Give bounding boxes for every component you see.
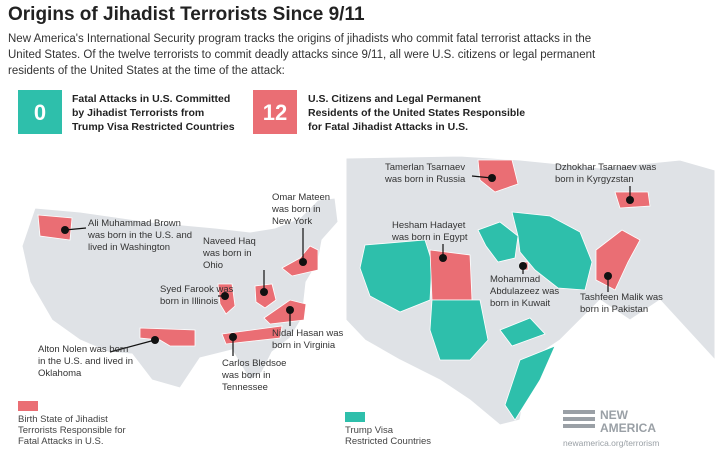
pin xyxy=(260,288,268,296)
logo-bar xyxy=(563,410,595,414)
annotation: Ali Muhammad Brown xyxy=(88,218,181,229)
annotation: Tennessee xyxy=(222,382,268,393)
legend-label: Fatal Attacks in U.S. xyxy=(18,436,104,447)
annotation: born in Illinois xyxy=(160,296,218,307)
annotation: Naveed Haq xyxy=(203,236,256,247)
annotation: Ohio xyxy=(203,260,223,271)
legend-label: Trump Visa xyxy=(345,425,394,436)
title: Origins of Jihadist Terrorists Since 9/1… xyxy=(8,4,365,25)
stat-label: Fatal Attacks in U.S. Committed xyxy=(72,93,230,105)
annotation: Nidal Hasan was xyxy=(272,328,344,339)
stat-number: 0 xyxy=(34,100,46,125)
stat-label: for Fatal Jihadist Attacks in U.S. xyxy=(308,121,468,133)
annotation: born in Pakistan xyxy=(580,304,648,315)
stat-label: Residents of the United States Responsib… xyxy=(308,107,525,119)
annotation: was born in the U.S. and xyxy=(87,230,192,241)
annotation: Tamerlan Tsarnaev xyxy=(385,162,465,173)
url: newamerica.org/terrorism xyxy=(563,438,659,448)
logo-bar xyxy=(563,424,595,428)
legend-swatch xyxy=(18,401,38,411)
pin xyxy=(151,336,159,344)
legend-swatch xyxy=(345,412,365,422)
world-map xyxy=(345,155,716,426)
stat-label: Trump Visa Restricted Countries xyxy=(72,121,235,133)
annotation: Tashfeen Malik was xyxy=(580,292,663,303)
logo-text: NEW xyxy=(600,408,629,422)
stat-box xyxy=(18,90,62,134)
stat-label: by Jihadist Terrorists from xyxy=(72,107,204,119)
legend-label: Restricted Countries xyxy=(345,436,431,447)
intro: New America's International Security pro… xyxy=(8,33,591,45)
annotation: Alton Nolen was born xyxy=(38,344,128,355)
pin xyxy=(61,226,69,234)
pin xyxy=(286,306,294,314)
annotation: born in Kuwait xyxy=(490,298,551,309)
stat-box xyxy=(253,90,297,134)
annotation: Omar Mateen xyxy=(272,192,330,203)
intro: residents of the United States at the ti… xyxy=(8,65,285,77)
annotation: born in Virginia xyxy=(272,340,336,351)
pin xyxy=(221,292,229,300)
legend-label: Birth State of Jihadist xyxy=(18,414,108,425)
annotation: New York xyxy=(272,216,312,227)
pin xyxy=(626,196,634,204)
annotation: lived in Washington xyxy=(88,242,170,253)
pin xyxy=(519,262,527,270)
pin xyxy=(488,174,496,182)
annotation: in the U.S. and lived in xyxy=(38,356,133,367)
logo-text: AMERICA xyxy=(600,421,656,435)
intro: United States. Of the twelve terrorists … xyxy=(8,49,596,61)
annotation: was born in xyxy=(221,370,271,381)
logo-bar xyxy=(563,417,595,421)
stat-label: U.S. Citizens and Legal Permanent xyxy=(308,93,481,105)
legend-label: Terrorists Responsible for xyxy=(18,425,126,436)
pin xyxy=(299,258,307,266)
annotation: Syed Farook was xyxy=(160,284,234,295)
annotation: Mohammad xyxy=(490,274,540,285)
annotation: born in Kyrgyzstan xyxy=(555,174,634,185)
annotation: Carlos Bledsoe xyxy=(222,358,286,369)
leader-line xyxy=(109,339,156,353)
stat-number: 12 xyxy=(263,100,287,125)
annotation: was born in xyxy=(202,248,252,259)
annotation: Hesham Hadayet xyxy=(392,220,466,231)
annotation: was born in Russia xyxy=(384,174,466,185)
annotation: Abdulazeez was xyxy=(490,286,559,297)
logo: NEW AMERICA xyxy=(563,408,656,435)
annotation: was born in Egypt xyxy=(391,232,468,243)
pin xyxy=(229,333,237,341)
annotation: was born in xyxy=(271,204,321,215)
pin xyxy=(604,272,612,280)
annotation: Dzhokhar Tsarnaev was xyxy=(555,162,656,173)
annotation: Oklahoma xyxy=(38,368,82,379)
pin xyxy=(439,254,447,262)
